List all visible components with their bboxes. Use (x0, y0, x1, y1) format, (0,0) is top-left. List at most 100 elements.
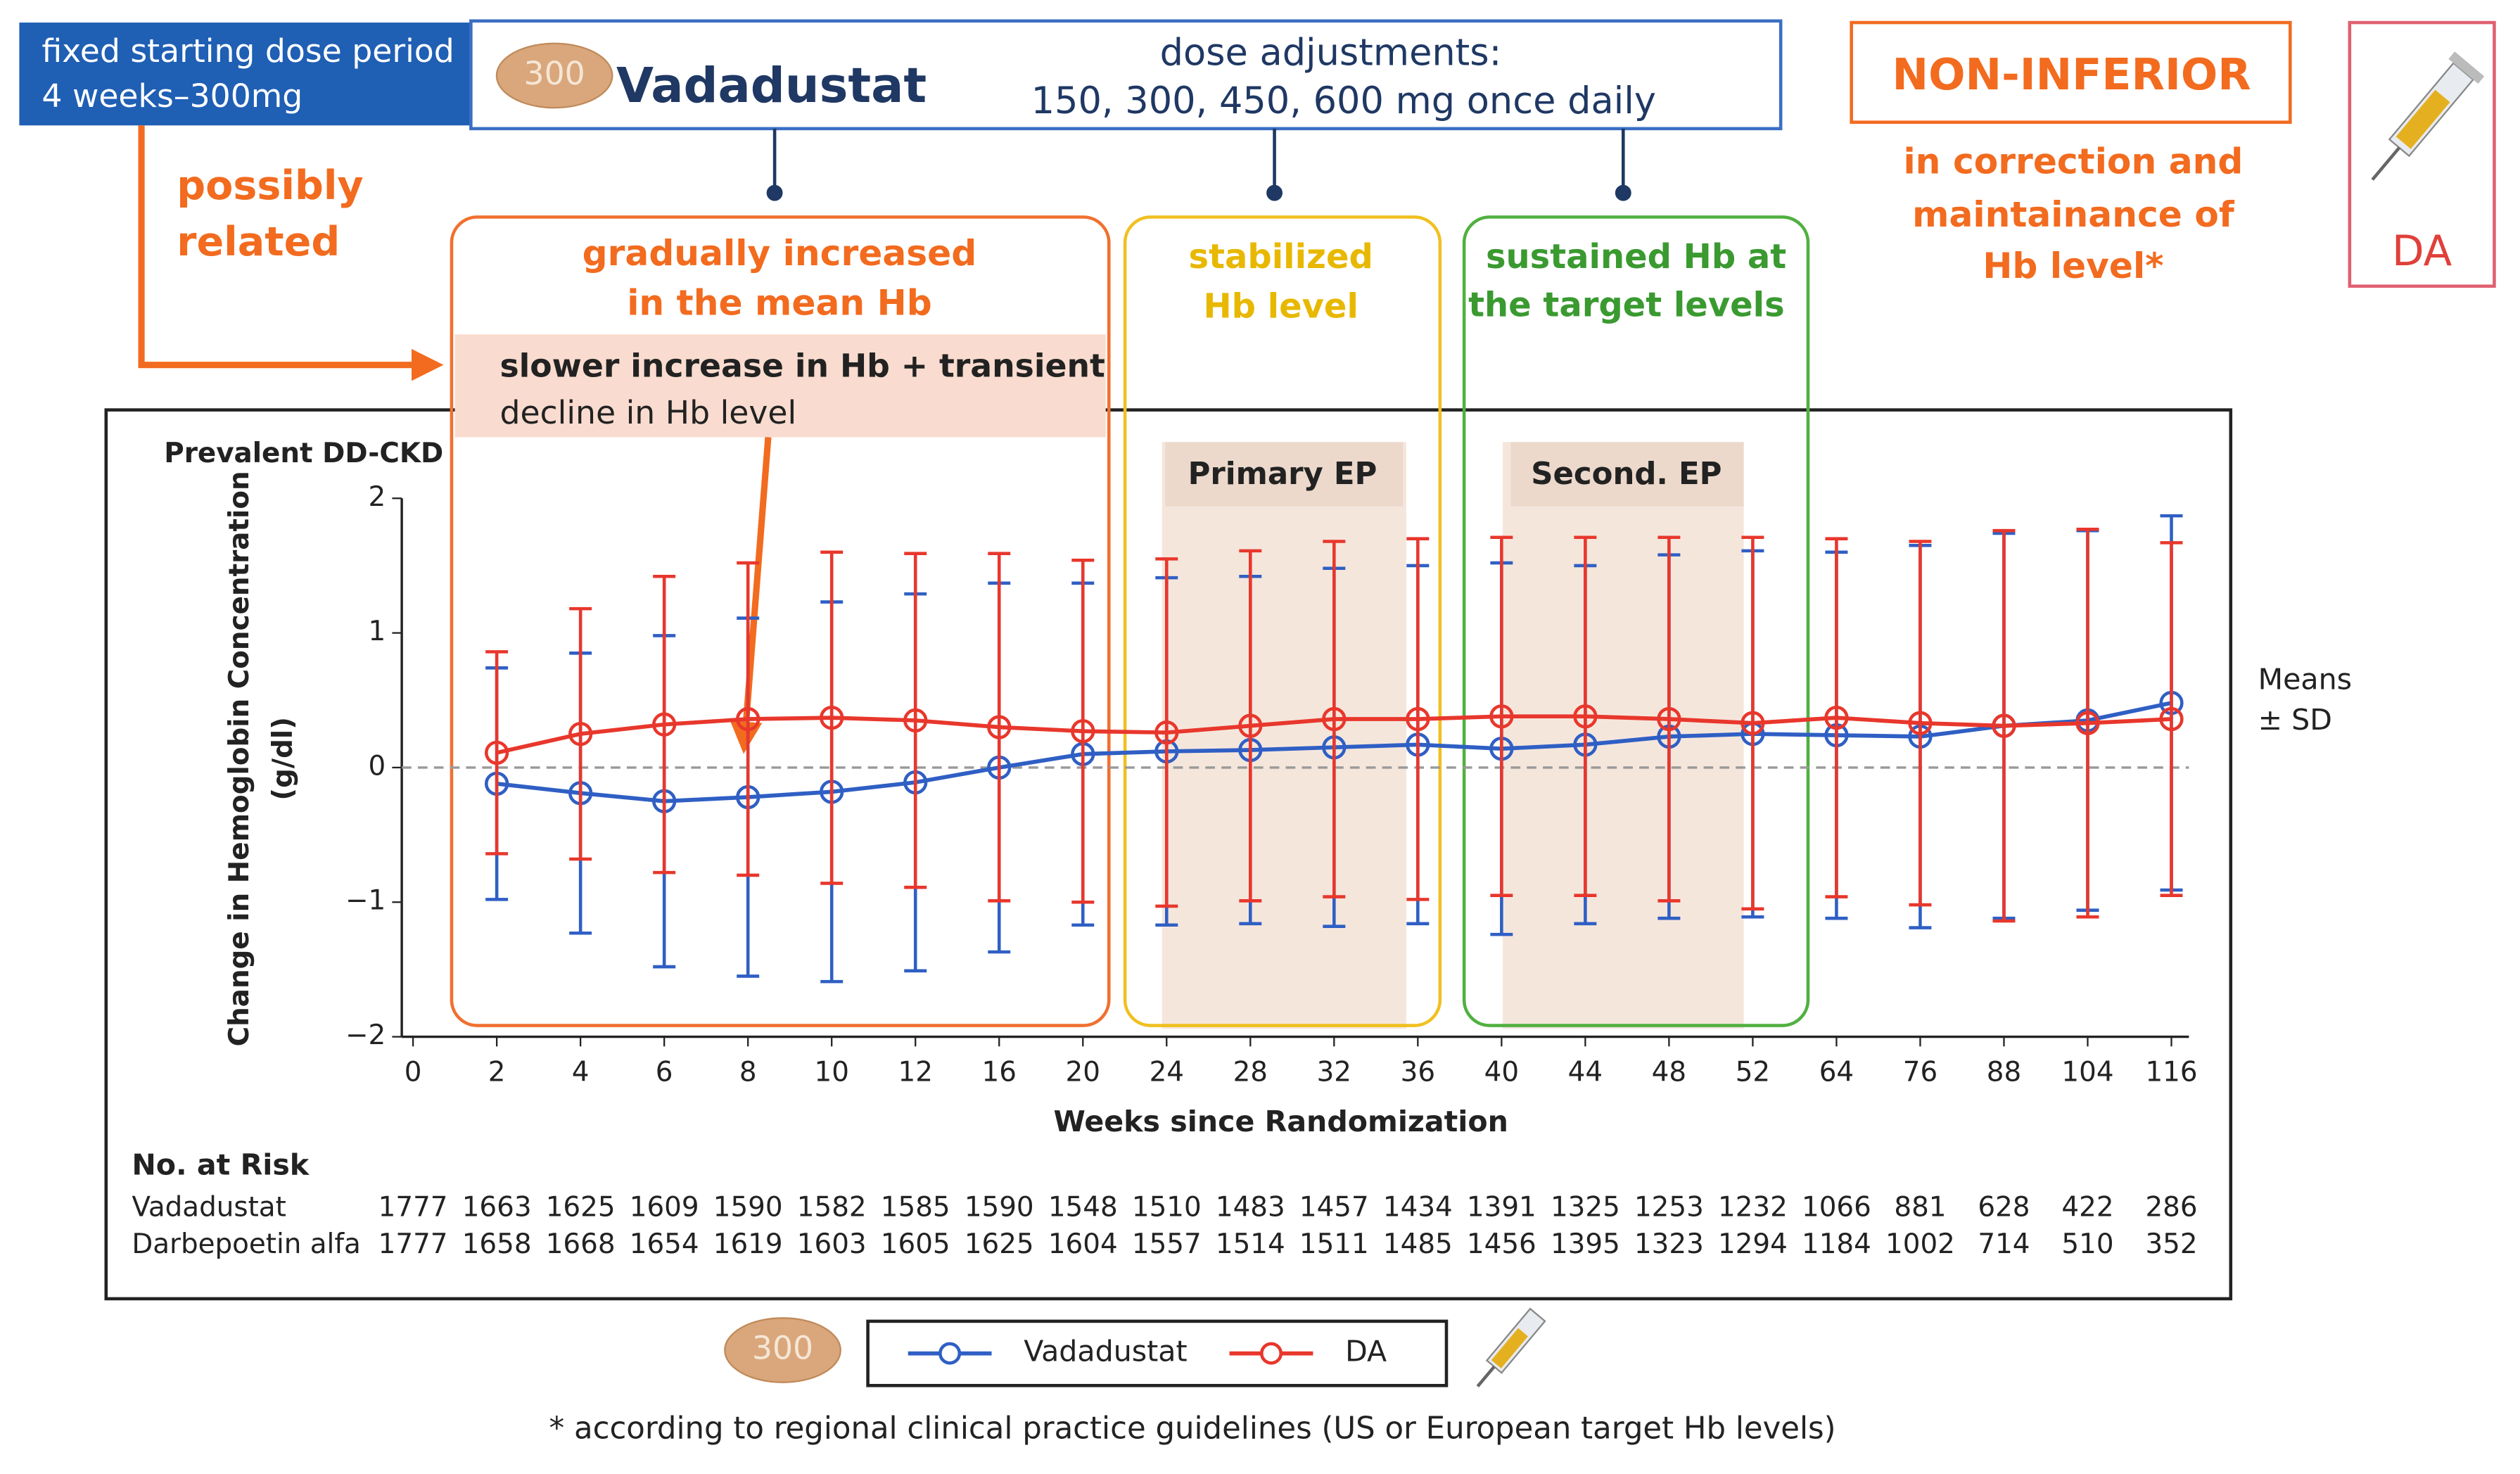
phase2: Hb level (1203, 287, 1358, 326)
risk-value: 422 (2061, 1191, 2113, 1223)
phase2-box (1123, 215, 1442, 1027)
marker (1154, 720, 1179, 745)
risk-value: 1668 (546, 1228, 616, 1260)
drug-box (469, 19, 1783, 131)
x-tick-label: 20 (1066, 1057, 1100, 1088)
risk-value: 1619 (713, 1228, 783, 1260)
risk-value: 1184 (1802, 1228, 1871, 1260)
phase3: sustained Hb at (1486, 237, 1786, 277)
risk-value: 1663 (462, 1191, 532, 1223)
callout-box (454, 334, 1106, 438)
risk-value: 1002 (1885, 1228, 1955, 1260)
y-tick-label: 1 (369, 616, 386, 647)
marker (568, 721, 593, 746)
x-tick-label: 64 (1819, 1057, 1854, 1088)
marker (903, 708, 928, 733)
x-tick-label: 52 (1736, 1057, 1770, 1088)
x-axis-label: Weeks since Randomization (1054, 1105, 1508, 1138)
risk-value: 1654 (630, 1228, 699, 1260)
risk-value: 1511 (1299, 1228, 1369, 1260)
x-tick-label: 16 (982, 1057, 1017, 1088)
marker (1741, 711, 1765, 735)
risk-value: 1253 (1634, 1191, 1704, 1223)
marker (1992, 713, 2016, 738)
legend-marker (1260, 1342, 1283, 1365)
start-dose-box (19, 23, 471, 126)
risk-value: 881 (1894, 1191, 1946, 1223)
phase1: in the mean Hb (627, 282, 932, 324)
primary-ep: Primary EP (1188, 457, 1377, 492)
second-ep: Second. EP (1531, 457, 1722, 492)
risk-value: 1066 (1802, 1191, 1871, 1223)
pill-label: 300 (752, 1330, 813, 1367)
means-note: Means (2258, 663, 2352, 697)
risk-value: 628 (1978, 1191, 2030, 1223)
comparator: DA (2392, 227, 2452, 276)
risk-value: 1391 (1467, 1191, 1536, 1223)
pill (724, 1317, 841, 1383)
marker (1824, 705, 1849, 730)
possibly: possibly (177, 163, 363, 209)
x-tick-label: 12 (898, 1057, 933, 1088)
x-tick-label: 0 (405, 1057, 422, 1088)
x-tick-label: 48 (1652, 1057, 1686, 1088)
pill-label: 300 (524, 55, 585, 92)
series-line (496, 714, 2172, 755)
risk-row-label: Vadadustat (132, 1191, 286, 1223)
y-tick-label: 0 (369, 750, 386, 782)
link-arrow (138, 125, 444, 381)
x-tick-label: 4 (572, 1057, 590, 1088)
risk-value: 714 (1978, 1228, 2030, 1260)
y-axis-label: (g/dl) (267, 717, 299, 801)
x-tick-label: 32 (1317, 1057, 1351, 1088)
y-axis-label: Change in Hemoglobin Concentration (224, 471, 255, 1046)
primary-ep-region (1162, 442, 1406, 1029)
risk-value: 1625 (546, 1191, 616, 1223)
error-bar (485, 650, 509, 856)
x-tick-label: 6 (656, 1057, 673, 1088)
risk-value: 1609 (630, 1191, 699, 1223)
marker (1657, 706, 1681, 732)
risk-value: 1395 (1551, 1228, 1620, 1260)
marker (1238, 713, 1263, 738)
means-note: ± SD (2258, 703, 2332, 737)
risk-row-label: Darbepoetin alfa (132, 1228, 361, 1260)
risk-value: 352 (2145, 1228, 2197, 1260)
x-tick-label: 116 (2145, 1057, 2197, 1088)
risk-value: 1590 (713, 1191, 783, 1223)
risk-value: 1777 (378, 1191, 448, 1223)
x-tick-label: 44 (1568, 1057, 1603, 1088)
x-tick-label: 10 (814, 1057, 848, 1088)
x-tick-label: 76 (1903, 1057, 1937, 1088)
pill (495, 42, 613, 109)
series (484, 527, 2184, 923)
ep-label-bg (1165, 442, 1404, 507)
ep-label-bg (1510, 442, 1744, 507)
marker (1908, 711, 1933, 735)
syringe-icon (1476, 1307, 1546, 1387)
phase3-box (1462, 215, 1810, 1027)
verdict-note: Hb level* (1983, 245, 2163, 286)
verdict-box (1850, 20, 2292, 124)
legend-label: DA (1345, 1335, 1387, 1368)
risk-value: 1457 (1299, 1191, 1369, 1223)
risk-value: 286 (2145, 1191, 2197, 1223)
x-tick-label: 8 (739, 1057, 757, 1088)
legend-label: Vadadustat (1024, 1335, 1187, 1368)
y-tick-label: 2 (369, 481, 386, 513)
chart-subtitle: Prevalent DD-CKD (164, 438, 443, 469)
risk-value: 1514 (1216, 1228, 1285, 1260)
verdict-note: maintainance of (1912, 193, 2235, 235)
x-tick-label: 104 (2061, 1057, 2113, 1088)
risk-title: No. at Risk (132, 1148, 310, 1182)
risk-value: 1510 (1132, 1191, 1202, 1223)
risk-value: 1548 (1048, 1191, 1118, 1223)
risk-value: 1625 (965, 1228, 1034, 1260)
possibly: related (177, 219, 340, 265)
phase3: the target levels (1468, 285, 1785, 324)
risk-value: 1325 (1551, 1191, 1620, 1223)
marker (2159, 706, 2184, 732)
marker (820, 705, 844, 730)
x-tick-label: 40 (1484, 1057, 1519, 1088)
phase1: gradually increased (583, 232, 977, 274)
